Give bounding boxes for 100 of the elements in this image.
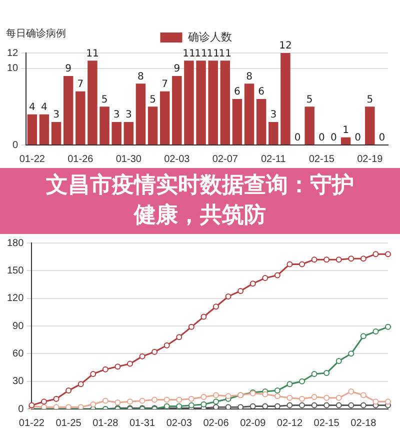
y-tick-label: 90 <box>12 320 24 332</box>
point <box>126 398 133 405</box>
point <box>311 394 318 400</box>
data-label: 6 <box>258 86 265 98</box>
data-label: 8 <box>246 71 252 82</box>
x-tick-label: 02-19 <box>357 154 384 165</box>
data-label: 4 <box>41 102 48 113</box>
point <box>274 393 280 400</box>
data-label: 5 <box>366 94 374 106</box>
point <box>324 370 330 376</box>
x-tick-label: 02-12 <box>276 418 303 429</box>
point <box>238 404 244 409</box>
data-label: 3 <box>113 110 120 121</box>
x-tick-label: 01-28 <box>92 418 119 429</box>
data-label: 3 <box>53 110 60 121</box>
data-label: 0 <box>318 132 325 144</box>
x-tick-label: 01-22 <box>18 418 45 429</box>
data-label: 5 <box>306 94 313 106</box>
point <box>311 370 318 377</box>
data-label: 9 <box>65 64 72 75</box>
bar <box>365 106 375 144</box>
y-tick-label: 60 <box>12 348 24 360</box>
data-label: 1 <box>342 124 349 136</box>
point <box>114 364 121 370</box>
data-label: 0 <box>330 132 337 144</box>
point <box>212 304 219 310</box>
point <box>360 256 366 262</box>
point <box>348 256 354 262</box>
point <box>126 360 133 367</box>
point <box>274 272 280 278</box>
data-label: 7 <box>77 78 84 90</box>
data-label: 11 <box>194 48 208 60</box>
point <box>188 402 194 408</box>
x-tick-label: 01-31 <box>129 418 156 429</box>
point <box>250 280 256 287</box>
bar <box>27 114 38 144</box>
legend-label: 确诊人数 <box>186 32 232 44</box>
x-tick-label: 02-18 <box>350 418 377 429</box>
bar <box>232 99 242 144</box>
point <box>298 261 305 268</box>
bar <box>268 122 278 144</box>
point <box>225 404 232 409</box>
bar <box>136 84 146 144</box>
x-tick-label: 02-15 <box>314 418 340 429</box>
x-tick-label: 01-26 <box>68 154 94 165</box>
bar <box>51 122 62 144</box>
bar <box>148 106 158 144</box>
x-tick-label: 02-11 <box>260 154 286 165</box>
point <box>212 392 219 398</box>
point <box>164 342 170 348</box>
point <box>298 402 305 408</box>
data-label: 9 <box>174 64 180 75</box>
point <box>66 388 72 394</box>
point <box>324 394 330 401</box>
data-label: 11 <box>182 48 196 60</box>
y-tick-label: 30 <box>12 376 24 388</box>
bar <box>172 76 182 144</box>
data-label: 3 <box>125 110 132 121</box>
point <box>152 348 158 355</box>
point <box>200 314 207 320</box>
point <box>262 403 268 409</box>
data-label: 5 <box>101 94 108 106</box>
point <box>286 394 293 401</box>
point <box>53 396 60 402</box>
data-label: 5 <box>150 94 156 106</box>
point <box>274 388 280 394</box>
point <box>286 261 293 268</box>
point <box>286 381 293 388</box>
point <box>336 358 342 364</box>
point <box>90 401 96 408</box>
y-tick-label: 0 <box>18 404 24 415</box>
x-tick-label: 01-22 <box>19 154 46 165</box>
point <box>262 275 268 282</box>
point <box>274 403 280 409</box>
data-label: 11 <box>206 48 220 60</box>
y-tick-label: 12 <box>7 48 19 59</box>
point <box>176 396 182 403</box>
point <box>212 404 219 409</box>
data-label: 0 <box>378 132 386 144</box>
point <box>212 398 219 405</box>
point <box>336 402 342 408</box>
bar <box>100 106 110 144</box>
point <box>225 393 232 400</box>
point <box>298 396 305 402</box>
point <box>360 392 366 398</box>
data-label: 0 <box>354 132 362 144</box>
point <box>262 391 268 398</box>
point <box>360 333 366 340</box>
bar <box>112 122 122 144</box>
bar <box>208 60 218 144</box>
point <box>164 396 170 403</box>
x-tick-label: 01-25 <box>56 418 82 429</box>
point <box>348 388 354 394</box>
point <box>348 350 354 357</box>
point <box>372 328 379 335</box>
data-label: 4 <box>28 102 36 113</box>
point <box>336 394 342 401</box>
bar <box>160 91 170 144</box>
bar <box>124 122 134 144</box>
point <box>40 398 47 405</box>
